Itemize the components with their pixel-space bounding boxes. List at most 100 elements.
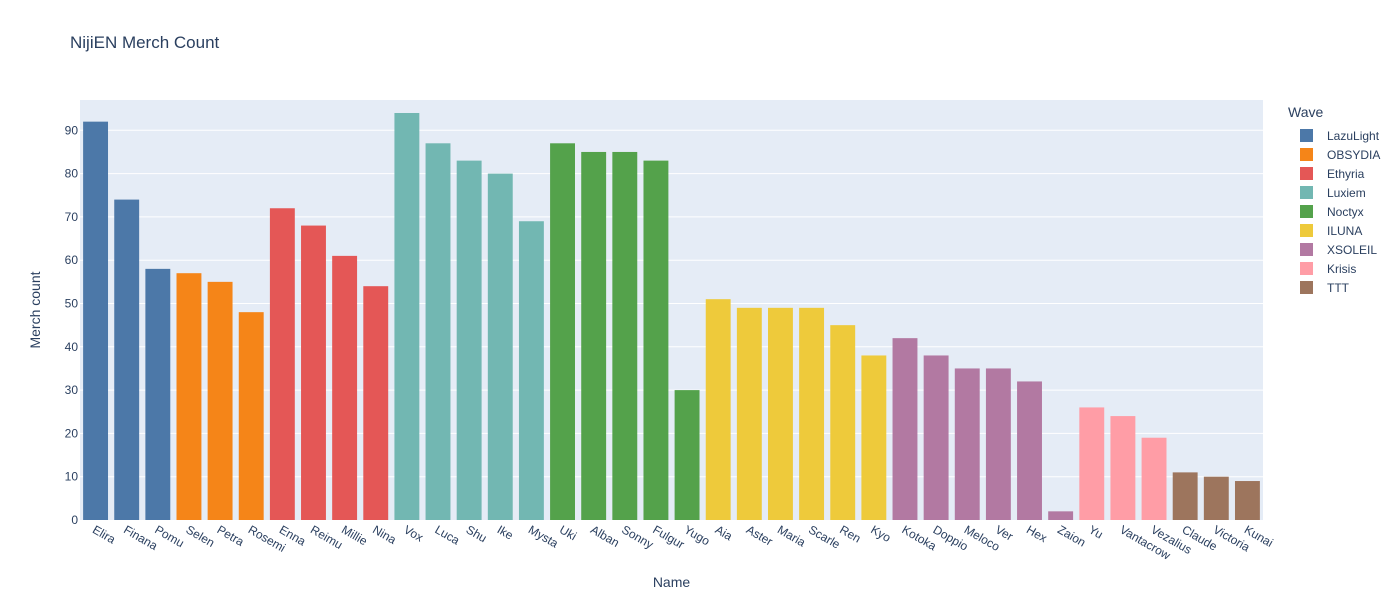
- y-tick-label: 0: [71, 513, 78, 527]
- x-tick-label: Aia: [713, 522, 735, 543]
- bar-meloco[interactable]: [954, 368, 980, 520]
- bar-claude[interactable]: [1172, 472, 1198, 520]
- legend-item-luxiem[interactable]: Luxiem: [1288, 183, 1380, 202]
- x-tick-label: Zaion: [1055, 522, 1088, 549]
- y-tick-label: 60: [65, 253, 79, 267]
- x-tick-label: Shu: [464, 522, 489, 545]
- bar-uki[interactable]: [550, 143, 575, 521]
- bar-aia[interactable]: [705, 299, 731, 520]
- chart-title: NijiEN Merch Count: [70, 33, 220, 52]
- bar-vox[interactable]: [394, 112, 420, 521]
- legend-item-xsoleil[interactable]: XSOLEIL: [1288, 240, 1380, 259]
- bar-fulgur[interactable]: [643, 160, 669, 520]
- x-tick-label: Vox: [401, 522, 425, 544]
- legend: Wave LazuLight OBSYDIA Ethyria Luxiem Noctyx…: [1288, 104, 1380, 297]
- bar-luca[interactable]: [425, 143, 451, 521]
- x-tick-label: Maria: [775, 522, 808, 549]
- bar-yugo[interactable]: [674, 390, 700, 520]
- bar-victoria[interactable]: [1203, 476, 1229, 520]
- bar-aster[interactable]: [736, 307, 762, 520]
- y-tick-labels: 0 10 20 30 40 50 60 70 80 90: [65, 123, 79, 527]
- legend-label: ILUNA: [1327, 223, 1363, 238]
- x-tick-label: Reimu: [308, 522, 345, 551]
- y-tick-label: 40: [65, 340, 79, 354]
- x-tick-label: Petra: [215, 522, 247, 549]
- legend-item-ethyria[interactable]: Ethyria: [1288, 164, 1380, 183]
- x-tick-label: Ike: [495, 522, 516, 542]
- legend-item-noctyx[interactable]: Noctyx: [1288, 202, 1380, 221]
- x-tick-label: Yu: [1086, 522, 1105, 541]
- bar-petra[interactable]: [207, 281, 233, 520]
- x-tick-label: Nina: [370, 522, 399, 547]
- bars: [83, 112, 1260, 521]
- legend-label: LazuLight: [1327, 128, 1380, 143]
- bar-maria[interactable]: [768, 307, 793, 520]
- legend-label: TTT: [1327, 280, 1349, 295]
- legend-item-iluna[interactable]: ILUNA: [1288, 221, 1380, 240]
- legend-label: XSOLEIL: [1327, 242, 1378, 257]
- legend-items: LazuLight OBSYDIA Ethyria Luxiem Noctyx ILUNA…: [1288, 126, 1380, 297]
- legend-item-obsydia[interactable]: OBSYDIA: [1288, 145, 1380, 164]
- legend-swatch: [1300, 262, 1313, 275]
- bar-rosemi[interactable]: [238, 312, 264, 520]
- legend-swatch: [1300, 167, 1313, 180]
- x-tick-label: Uki: [557, 522, 579, 543]
- x-tick-label: Millie: [339, 522, 370, 548]
- y-tick-label: 70: [65, 210, 79, 224]
- legend-label: Luxiem: [1327, 185, 1366, 200]
- y-tick-label: 30: [65, 383, 79, 397]
- bar-reimu[interactable]: [301, 225, 326, 520]
- x-tick-label: Sonny: [619, 522, 655, 551]
- x-tick-label: Hex: [1024, 522, 1049, 545]
- legend-label: OBSYDIA: [1327, 147, 1381, 162]
- legend-swatch: [1300, 148, 1313, 161]
- legend-label: Ethyria: [1327, 166, 1365, 181]
- bar-ren[interactable]: [830, 325, 856, 520]
- bar-doppio[interactable]: [923, 355, 949, 520]
- bar-alban[interactable]: [581, 151, 607, 521]
- x-tick-label: Ren: [837, 522, 863, 545]
- x-tick-label: Aster: [744, 522, 775, 548]
- legend-swatch: [1300, 205, 1313, 218]
- bar-zaion[interactable]: [1048, 511, 1074, 520]
- y-tick-label: 50: [65, 297, 79, 311]
- x-tick-label: Fulgur: [650, 522, 686, 551]
- bar-yu[interactable]: [1079, 407, 1105, 520]
- x-tick-label: Alban: [588, 522, 622, 549]
- bar-ver[interactable]: [985, 368, 1011, 520]
- legend-swatch: [1300, 281, 1313, 294]
- bar-ike[interactable]: [487, 173, 513, 520]
- y-tick-label: 20: [65, 426, 79, 440]
- bar-shu[interactable]: [456, 160, 482, 520]
- legend-item-krisis[interactable]: Krisis: [1288, 259, 1380, 278]
- x-tick-label: Scarle: [806, 522, 843, 551]
- x-tick-label: Yugo: [682, 522, 713, 548]
- x-tick-label: Elira: [90, 522, 118, 546]
- bar-kunai[interactable]: [1234, 481, 1260, 520]
- legend-item-lazulight[interactable]: LazuLight: [1288, 126, 1380, 145]
- legend-label: Krisis: [1327, 261, 1357, 276]
- bar-elira[interactable]: [83, 121, 109, 521]
- legend-item-ttt[interactable]: TTT: [1288, 278, 1380, 297]
- bar-sonny[interactable]: [612, 151, 638, 521]
- x-tick-label: Luca: [433, 522, 463, 547]
- bar-kotoka[interactable]: [892, 338, 918, 520]
- bar-selen[interactable]: [176, 273, 202, 520]
- bar-kyo[interactable]: [861, 355, 887, 520]
- bar-mysta[interactable]: [518, 221, 544, 520]
- x-tick-label: Selen: [183, 522, 217, 549]
- bar-finana[interactable]: [114, 199, 140, 520]
- legend-swatch: [1300, 224, 1313, 237]
- bar-nina[interactable]: [363, 286, 389, 520]
- bar-pomu[interactable]: [145, 268, 171, 520]
- bar-hex[interactable]: [1017, 381, 1042, 520]
- bar-enna[interactable]: [269, 208, 295, 520]
- bar-vantacrow[interactable]: [1110, 416, 1136, 520]
- x-tick-label: Kotoka: [899, 522, 939, 553]
- bar-scarle[interactable]: [799, 307, 825, 520]
- bar-millie[interactable]: [332, 255, 358, 520]
- x-tick-label: Doppio: [931, 522, 971, 553]
- x-tick-label: Finana: [121, 522, 160, 553]
- bar-vezalius[interactable]: [1141, 437, 1167, 520]
